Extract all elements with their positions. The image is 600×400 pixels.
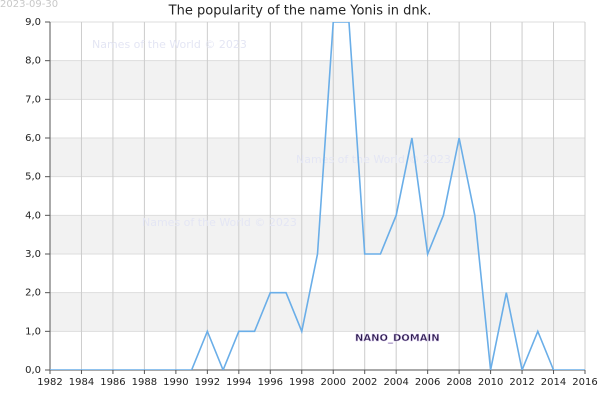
x-tick-label: 1998 bbox=[289, 377, 314, 388]
x-tick-label: 1988 bbox=[132, 377, 157, 388]
x-tick-label: 1992 bbox=[195, 377, 220, 388]
x-tick-label: 1994 bbox=[226, 377, 251, 388]
x-tick-label: 2000 bbox=[321, 377, 346, 388]
y-tick-label: 4,0 bbox=[25, 210, 41, 221]
x-tick-label: 2012 bbox=[509, 377, 534, 388]
x-tick-label: 1986 bbox=[100, 377, 125, 388]
x-tick-label: 2014 bbox=[541, 377, 566, 388]
x-tick-label: 2004 bbox=[383, 377, 408, 388]
grid-band bbox=[50, 60, 585, 100]
watermark: Names of the World © 2023 bbox=[296, 153, 451, 166]
x-tick-label: 2010 bbox=[478, 377, 503, 388]
y-tick-label: 5,0 bbox=[25, 172, 41, 183]
y-tick-label: 6,0 bbox=[25, 133, 41, 144]
x-tick-label: 1990 bbox=[163, 377, 188, 388]
date-stamp: 2023-09-30 bbox=[0, 0, 58, 10]
y-tick-label: 2,0 bbox=[25, 288, 41, 299]
x-tick-label: 1984 bbox=[69, 377, 94, 388]
y-tick-label: 8,0 bbox=[25, 56, 41, 67]
chart-title: The popularity of the name Yonis in dnk. bbox=[168, 4, 432, 19]
watermark: Names of the World © 2023 bbox=[142, 216, 297, 229]
line bbox=[50, 22, 585, 370]
y-tick-label: 3,0 bbox=[25, 249, 41, 260]
grid-band bbox=[50, 138, 585, 177]
x-tick-label: 1982 bbox=[37, 377, 62, 388]
y-tick-label: 9,0 bbox=[25, 17, 41, 28]
watermark-domain: NANO_DOMAIN bbox=[355, 333, 440, 344]
watermark: Names of the World © 2023 bbox=[92, 38, 247, 51]
x-tick-label: 2008 bbox=[446, 377, 471, 388]
grid-band bbox=[50, 292, 585, 332]
x-tick-label: 2002 bbox=[352, 377, 377, 388]
x-tick-label: 2006 bbox=[415, 377, 440, 388]
x-tick-label: 1996 bbox=[258, 377, 283, 388]
y-tick-label: 0,0 bbox=[25, 365, 41, 376]
y-tick-label: 7,0 bbox=[25, 94, 41, 105]
y-tick-label: 1,0 bbox=[25, 326, 41, 337]
x-tick-label: 2016 bbox=[572, 377, 597, 388]
